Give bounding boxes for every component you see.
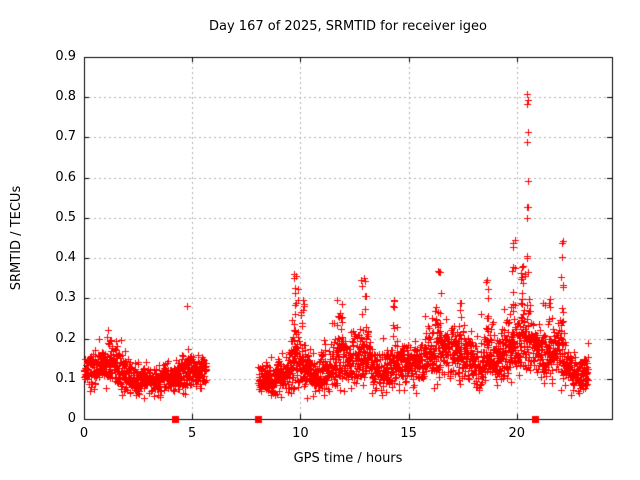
y-tick-label: 0.2 <box>55 330 76 346</box>
y-tick-label: 0.7 <box>55 129 76 145</box>
y-tick-label: 0.3 <box>55 290 76 306</box>
x-tick-label: 20 <box>508 426 526 441</box>
x-tick-label: 5 <box>188 426 197 441</box>
y-tick-label: 0.4 <box>55 250 76 266</box>
x-tick-label: 15 <box>400 426 417 441</box>
y-tick-label: 0.9 <box>55 49 76 64</box>
chart-title: Day 167 of 2025, SRMTID for receiver ige… <box>209 19 487 34</box>
y-tick-label: 0.5 <box>55 209 76 225</box>
x-tick-label: 0 <box>79 426 89 441</box>
y-tick-label: 0.8 <box>55 89 76 105</box>
y-tick-label: 0.6 <box>55 169 76 185</box>
y-tick-label: 0.1 <box>55 370 76 386</box>
x-tick-label: 10 <box>292 426 309 441</box>
y-axis-label: SRMTID / TECUs <box>9 185 24 291</box>
x-axis-label: GPS time / hours <box>293 451 403 466</box>
y-tick-label: 0 <box>67 411 76 426</box>
